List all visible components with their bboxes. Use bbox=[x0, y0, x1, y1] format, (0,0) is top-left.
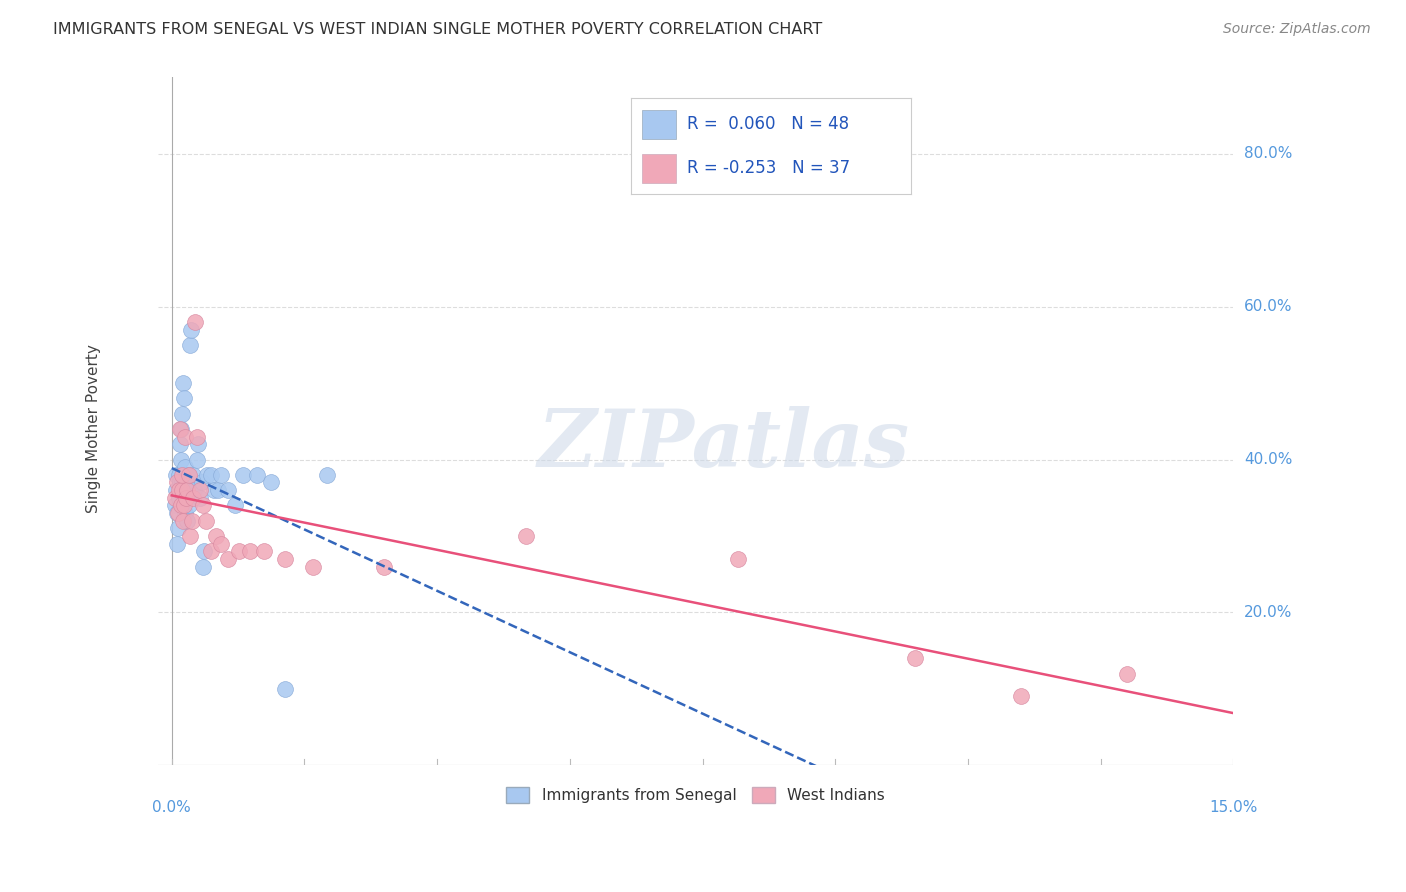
Point bbox=[167, 467, 190, 482]
Point bbox=[176, 514, 198, 528]
Point bbox=[209, 536, 232, 550]
Point bbox=[316, 467, 339, 482]
Point bbox=[217, 483, 239, 497]
Legend: Immigrants from Senegal, West Indians: Immigrants from Senegal, West Indians bbox=[501, 781, 890, 809]
Point bbox=[166, 506, 188, 520]
Text: 0.0%: 0.0% bbox=[152, 799, 191, 814]
Point bbox=[246, 467, 269, 482]
Text: Single Mother Poverty: Single Mother Poverty bbox=[86, 344, 101, 514]
Point bbox=[174, 429, 197, 443]
Point bbox=[200, 544, 222, 558]
Point bbox=[228, 544, 250, 558]
Point bbox=[179, 529, 201, 543]
Point bbox=[274, 681, 297, 696]
Point bbox=[172, 514, 194, 528]
Point bbox=[373, 559, 395, 574]
Point bbox=[253, 544, 276, 558]
Text: 80.0%: 80.0% bbox=[1244, 146, 1292, 161]
Text: 20.0%: 20.0% bbox=[1244, 605, 1292, 620]
Point bbox=[170, 483, 193, 497]
Point bbox=[170, 499, 193, 513]
Point bbox=[167, 506, 190, 520]
Point bbox=[173, 392, 195, 406]
Point bbox=[172, 407, 194, 421]
Point bbox=[188, 483, 211, 497]
Point bbox=[180, 323, 202, 337]
Point bbox=[177, 467, 200, 482]
Point bbox=[186, 452, 208, 467]
Text: IMMIGRANTS FROM SENEGAL VS WEST INDIAN SINGLE MOTHER POVERTY CORRELATION CHART: IMMIGRANTS FROM SENEGAL VS WEST INDIAN S… bbox=[53, 22, 823, 37]
Point bbox=[232, 467, 254, 482]
Point bbox=[181, 467, 204, 482]
Point bbox=[260, 475, 283, 490]
Point bbox=[193, 544, 215, 558]
Point bbox=[173, 460, 195, 475]
Point bbox=[239, 544, 262, 558]
Point bbox=[179, 338, 201, 352]
Point bbox=[195, 467, 218, 482]
Point bbox=[169, 422, 191, 436]
Text: ZIPatlas: ZIPatlas bbox=[537, 406, 910, 483]
Point bbox=[172, 475, 194, 490]
Point bbox=[207, 483, 229, 497]
Point bbox=[169, 437, 191, 451]
Point bbox=[1010, 690, 1032, 704]
Point bbox=[165, 483, 187, 497]
Point bbox=[191, 499, 214, 513]
Point bbox=[166, 475, 188, 490]
Point bbox=[181, 491, 204, 505]
Point bbox=[174, 506, 197, 520]
Point bbox=[169, 475, 191, 490]
Point bbox=[167, 483, 190, 497]
Point bbox=[173, 499, 195, 513]
Point bbox=[191, 559, 214, 574]
Point bbox=[727, 552, 749, 566]
Point bbox=[167, 491, 190, 505]
Point bbox=[165, 491, 187, 505]
Point bbox=[209, 467, 232, 482]
Point bbox=[186, 429, 208, 443]
Point bbox=[172, 467, 194, 482]
Point bbox=[173, 483, 195, 497]
Point bbox=[166, 536, 188, 550]
Point bbox=[187, 437, 209, 451]
Point bbox=[176, 491, 198, 505]
Point bbox=[188, 491, 211, 505]
Point bbox=[167, 521, 190, 535]
Point bbox=[200, 467, 222, 482]
Point bbox=[183, 483, 205, 497]
Text: 60.0%: 60.0% bbox=[1244, 299, 1292, 314]
Point bbox=[302, 559, 325, 574]
Text: 40.0%: 40.0% bbox=[1244, 452, 1292, 467]
Point bbox=[174, 475, 197, 490]
Point bbox=[184, 315, 207, 329]
Point bbox=[170, 422, 193, 436]
Point bbox=[190, 475, 212, 490]
Point bbox=[180, 514, 202, 528]
Point bbox=[176, 483, 198, 497]
Text: 15.0%: 15.0% bbox=[1209, 799, 1257, 814]
Point bbox=[224, 499, 246, 513]
Point bbox=[170, 452, 193, 467]
Point bbox=[177, 467, 200, 482]
Point bbox=[1116, 666, 1139, 681]
Point bbox=[515, 529, 537, 543]
Point bbox=[274, 552, 297, 566]
Point bbox=[163, 499, 186, 513]
Point bbox=[172, 376, 194, 391]
Text: Source: ZipAtlas.com: Source: ZipAtlas.com bbox=[1223, 22, 1371, 37]
Point bbox=[170, 499, 193, 513]
Point bbox=[165, 467, 187, 482]
Point bbox=[179, 483, 201, 497]
Point bbox=[217, 552, 239, 566]
Point bbox=[174, 491, 197, 505]
Point bbox=[204, 529, 226, 543]
Point bbox=[202, 483, 225, 497]
Point bbox=[177, 499, 200, 513]
Point bbox=[904, 651, 927, 665]
Point bbox=[194, 514, 217, 528]
